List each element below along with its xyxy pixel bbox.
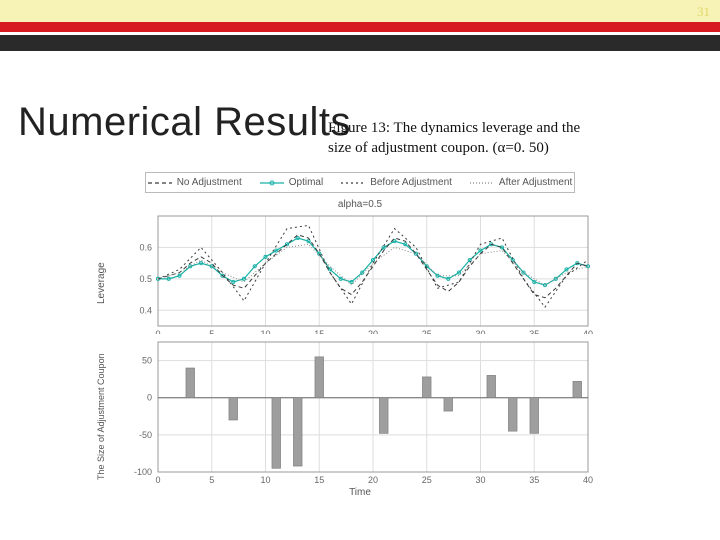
svg-text:15: 15 [314, 329, 324, 334]
legend-label: Optimal [289, 177, 323, 188]
svg-text:10: 10 [260, 329, 270, 334]
svg-text:30: 30 [475, 475, 485, 485]
coupon-bar-chart: -100 -50 0 50 0 5 10 15 20 25 30 35 40 [110, 340, 610, 485]
svg-text:15: 15 [314, 475, 324, 485]
legend-label: After Adjustment [499, 177, 572, 188]
svg-text:10: 10 [260, 475, 270, 485]
svg-text:50: 50 [142, 356, 152, 366]
legend-item: Optimal [260, 177, 323, 188]
chart-legend: No Adjustment Optimal Before Adjustment Aft… [145, 172, 575, 193]
figure-caption: Figure 13: The dynamics leverage and the… [328, 118, 698, 159]
svg-text:5: 5 [209, 475, 214, 485]
svg-text:0.6: 0.6 [139, 242, 152, 252]
top-y-axis-label: Leverage [96, 262, 107, 304]
page-number: 31 [697, 4, 710, 20]
caption-line-2: size of adjustment coupon. (α=0. 50) [328, 140, 549, 156]
svg-text:35: 35 [529, 475, 539, 485]
svg-text:40: 40 [583, 329, 593, 334]
chart-subtitle: alpha=0.5 [110, 199, 610, 210]
legend-label: No Adjustment [177, 177, 242, 188]
svg-text:25: 25 [422, 475, 432, 485]
svg-text:25: 25 [422, 329, 432, 334]
legend-item: No Adjustment [148, 177, 242, 188]
svg-text:0: 0 [155, 329, 160, 334]
bottom-y-axis-label: The Size of Adjustment Coupon [96, 353, 106, 480]
svg-text:20: 20 [368, 329, 378, 334]
page-title: Numerical Results [18, 100, 351, 145]
svg-text:20: 20 [368, 475, 378, 485]
legend-item: Before Adjustment [341, 177, 452, 188]
svg-text:0.5: 0.5 [139, 274, 152, 284]
svg-text:0: 0 [155, 475, 160, 485]
svg-text:35: 35 [529, 329, 539, 334]
leverage-line-chart: 0.4 0.5 0.6 0 5 10 15 20 25 30 35 40 [110, 214, 610, 334]
x-axis-label: Time [110, 487, 610, 498]
svg-text:30: 30 [475, 329, 485, 334]
caption-line-1: Figure 13: The dynamics leverage and the [328, 120, 580, 136]
chart-container: No Adjustment Optimal Before Adjustment Aft… [110, 172, 610, 502]
header-band [0, 0, 720, 51]
legend-label: Before Adjustment [370, 177, 452, 188]
svg-text:-50: -50 [139, 430, 152, 440]
svg-text:5: 5 [209, 329, 214, 334]
svg-text:0.4: 0.4 [139, 305, 152, 315]
svg-text:40: 40 [583, 475, 593, 485]
svg-text:0: 0 [147, 393, 152, 403]
legend-item: After Adjustment [470, 177, 572, 188]
svg-text:-100: -100 [134, 467, 152, 477]
